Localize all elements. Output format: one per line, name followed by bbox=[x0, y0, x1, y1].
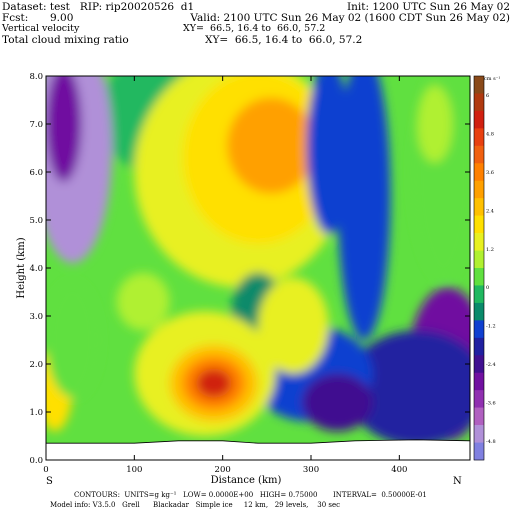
x-tick-label: 200 bbox=[215, 465, 231, 475]
colorbar-swatch bbox=[474, 355, 484, 374]
colorbar-tick-label: -3.6 bbox=[486, 400, 496, 406]
x-axis-label: Distance (km) bbox=[211, 475, 282, 486]
y-tick-label: 0.0 bbox=[29, 456, 43, 466]
terrain bbox=[45, 439, 471, 461]
axis-ticks: 0 100 200 300 400 0.0 1.0 2.0 3.0 4.0 5.0 6.0 7.0 8.0 bbox=[29, 72, 470, 475]
field1-xy: XY= 66.5, 16.4 to 66.0, 57.2 bbox=[183, 23, 326, 34]
colorbar-frame bbox=[473, 75, 485, 461]
x-tick-label: 300 bbox=[303, 465, 319, 475]
colorbar-tick-label: 2.4 bbox=[486, 208, 494, 214]
field-cell bbox=[258, 277, 329, 374]
colorbar-swatch bbox=[474, 128, 484, 147]
colorbar-tick-label: -2.4 bbox=[486, 362, 496, 368]
colorbar-swatch bbox=[474, 76, 484, 94]
colorbar-swatch bbox=[474, 337, 484, 356]
colorbar-swatch bbox=[474, 180, 484, 199]
colorbar-tick-label: 1.2 bbox=[486, 247, 494, 253]
field1-label: Vertical velocity bbox=[2, 23, 80, 34]
field-cell bbox=[116, 272, 170, 331]
colorbar-swatch bbox=[474, 320, 484, 339]
x-tick-label: 0 bbox=[43, 465, 48, 475]
colorbar-swatch bbox=[474, 145, 484, 164]
field-cell bbox=[227, 97, 316, 194]
colorbar-tick-label: 4.8 bbox=[486, 132, 494, 138]
x-end-label-left: S bbox=[46, 476, 53, 487]
init-time-label: Init: 1200 UTC Sun 26 May 02 bbox=[346, 1, 510, 13]
colorbar-tick-label: 0 bbox=[486, 285, 489, 291]
valid-time-label: Valid: 2100 UTC Sun 26 May 02 (1600 CDT … bbox=[190, 12, 510, 24]
colorbar-swatch bbox=[474, 302, 484, 321]
colorbar-swatch bbox=[474, 372, 484, 391]
colorbar-swatch bbox=[474, 198, 484, 216]
colorbar-swatch bbox=[474, 250, 484, 269]
y-tick-label: 4.0 bbox=[29, 264, 43, 274]
colorbar-swatch bbox=[474, 163, 484, 182]
colorbar-swatch bbox=[474, 425, 484, 443]
colorbar-swatch bbox=[474, 285, 484, 304]
field-cell bbox=[196, 368, 232, 398]
field-cell bbox=[337, 76, 391, 340]
model-info: Model info: V3.5.0 Grell Blackadar Simpl… bbox=[50, 501, 341, 509]
y-tick-label: 2.0 bbox=[29, 360, 43, 370]
x-tick-label: 400 bbox=[391, 465, 407, 475]
colorbar-swatch bbox=[474, 93, 484, 112]
colorbar-swatch bbox=[474, 390, 484, 408]
shaded-field bbox=[46, 76, 470, 460]
field2-label: Total cloud mixing ratio bbox=[2, 34, 129, 46]
y-tick-label: 1.0 bbox=[29, 408, 43, 418]
forecast-label: Fcst: bbox=[2, 12, 29, 24]
field-blobs bbox=[46, 76, 470, 446]
terrain-surface bbox=[45, 439, 471, 461]
y-tick-label: 7.0 bbox=[29, 120, 43, 130]
colorbar-swatch bbox=[474, 215, 484, 234]
field-cell bbox=[417, 85, 453, 163]
colorbar-swatch bbox=[474, 233, 484, 251]
colorbar-swatch bbox=[474, 407, 484, 426]
y-axis-label: Height (km) bbox=[16, 237, 27, 298]
colorbar-tick-label: 6 bbox=[486, 93, 489, 99]
field-cell bbox=[46, 76, 82, 182]
colorbar-swatch bbox=[474, 268, 484, 286]
x-end-label-right: N bbox=[453, 476, 462, 487]
field2-xy: XY= 66.5, 16.4 to 66.0, 57.2 bbox=[205, 34, 363, 46]
colorbar-swatch bbox=[474, 110, 484, 129]
field-cell bbox=[346, 330, 470, 446]
colorbar-unit: cm s⁻¹ bbox=[484, 76, 500, 82]
y-tick-label: 3.0 bbox=[29, 312, 43, 322]
colorbar-swatch bbox=[474, 442, 484, 461]
dataset-label: Dataset: test RIP: rip20020526 d1 bbox=[2, 1, 195, 13]
forecast-hour: 9.00 bbox=[50, 12, 74, 24]
contour-info: CONTOURS: UNITS=g kg⁻¹ LOW= 0.0000E+00 H… bbox=[74, 491, 427, 499]
colorbar-tick-label: 3.6 bbox=[486, 170, 494, 176]
y-tick-label: 6.0 bbox=[29, 168, 43, 178]
colorbar-tick-label: -4.8 bbox=[486, 439, 496, 445]
y-tick-label: 8.0 bbox=[29, 72, 43, 82]
y-tick-label: 5.0 bbox=[29, 216, 43, 226]
x-tick-label: 100 bbox=[126, 465, 142, 475]
field-cell bbox=[46, 282, 99, 398]
colorbar: 6 4.8 3.6 2.4 1.2 0 -1.2 -2.4 -3.6 -4.8 bbox=[473, 75, 496, 461]
field-cell bbox=[302, 373, 373, 432]
colorbar-tick-label: -1.2 bbox=[486, 324, 496, 330]
